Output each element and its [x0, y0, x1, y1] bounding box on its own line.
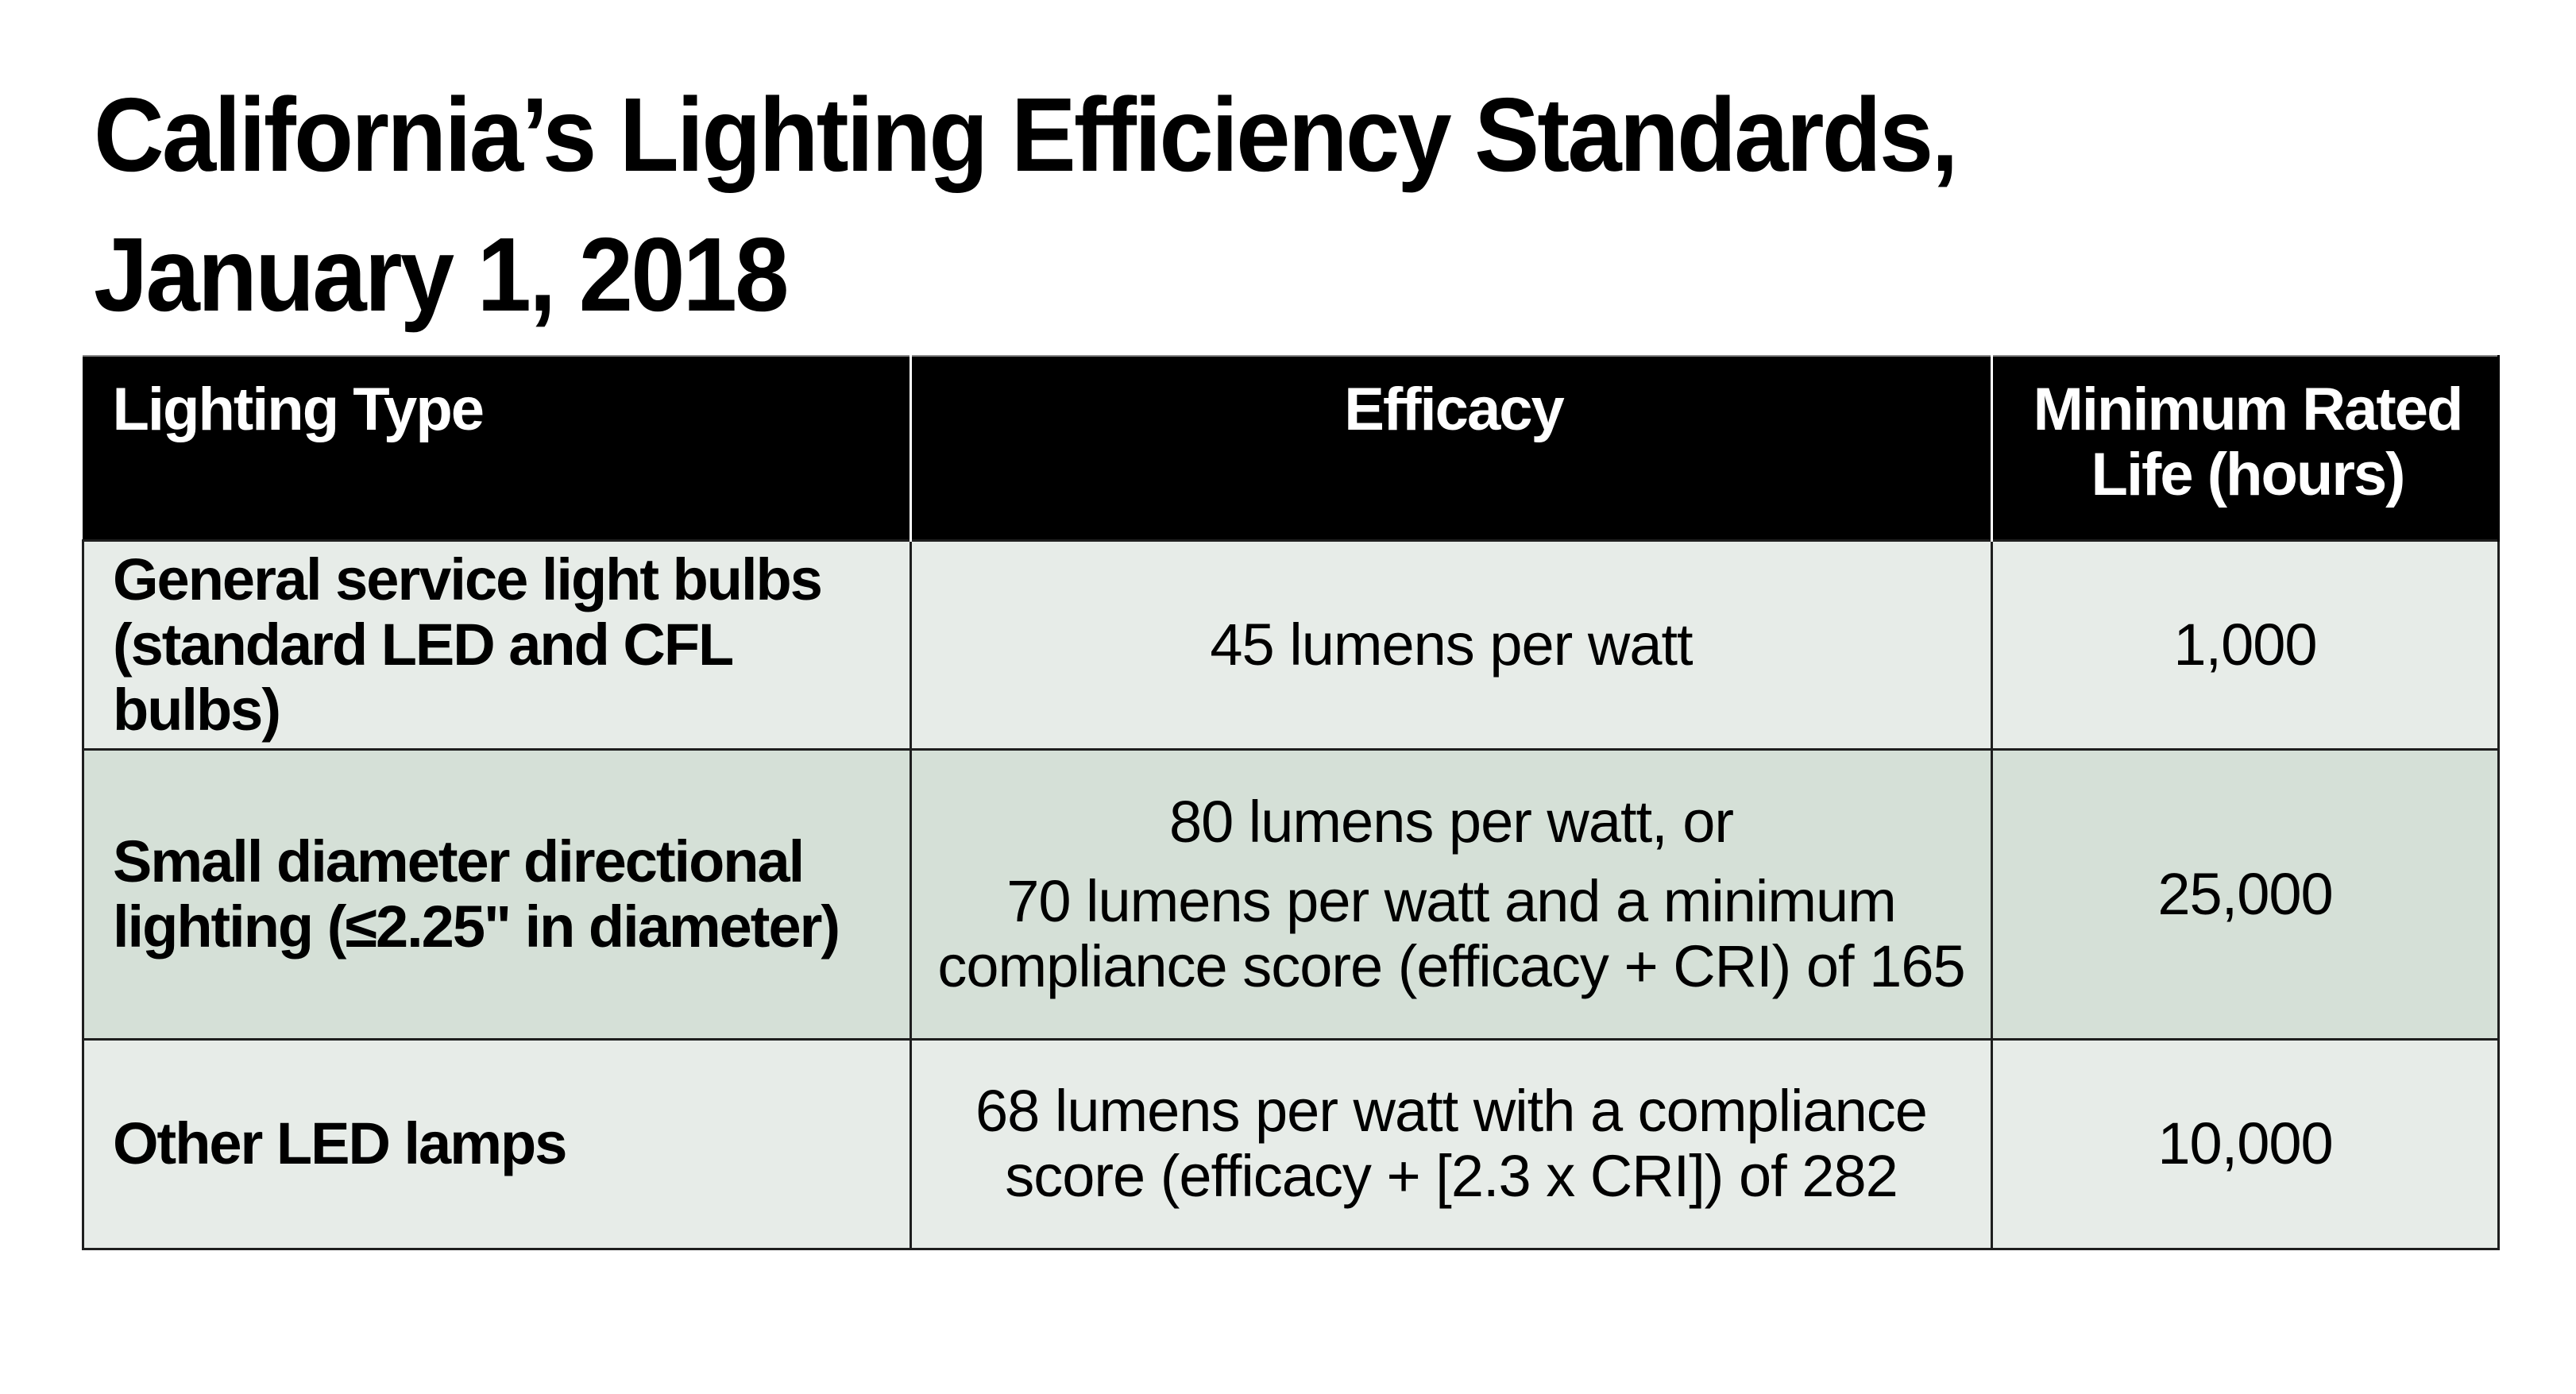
cell-efficacy: 80 lumens per watt, or 70 lumens per wat… — [910, 747, 1993, 1041]
header-efficacy: Efficacy — [910, 355, 1992, 540]
table-header: Lighting Type Efficacy Minimum Rated Lif… — [82, 355, 2500, 540]
table-row: Other LED lamps 68 lumens per watt with … — [82, 1037, 2500, 1250]
cell-lighting-type: General service light bulbs (standard LE… — [82, 539, 912, 751]
cell-minimum-rated-life: 25,000 — [1991, 747, 2500, 1041]
table-row: General service light bulbs (standard LE… — [82, 539, 2500, 751]
cell-lighting-type: Other LED lamps — [82, 1037, 912, 1250]
title-line-1: California’s Lighting Efficiency Standar… — [94, 76, 1958, 193]
cell-lighting-type: Small diameter directional lighting (≤2.… — [82, 747, 912, 1041]
table-row: Small diameter directional lighting (≤2.… — [82, 747, 2500, 1041]
header-lighting-type: Lighting Type — [82, 355, 911, 540]
header-row: Lighting Type Efficacy Minimum Rated Lif… — [82, 355, 2500, 540]
cell-efficacy: 45 lumens per watt — [910, 539, 1993, 751]
page-title: California’s Lighting Efficiency Standar… — [94, 65, 2096, 345]
cell-minimum-rated-life: 1,000 — [1991, 539, 2500, 751]
title-line-2: January 1, 2018 — [94, 216, 789, 333]
lighting-standards-table: Lighting Type Efficacy Minimum Rated Lif… — [82, 355, 2500, 1250]
cell-efficacy: 68 lumens per watt with a compliance sco… — [910, 1037, 1993, 1250]
header-minimum-rated-life: Minimum Rated Life (hours) — [1991, 355, 2500, 540]
cell-minimum-rated-life: 10,000 — [1991, 1037, 2500, 1250]
